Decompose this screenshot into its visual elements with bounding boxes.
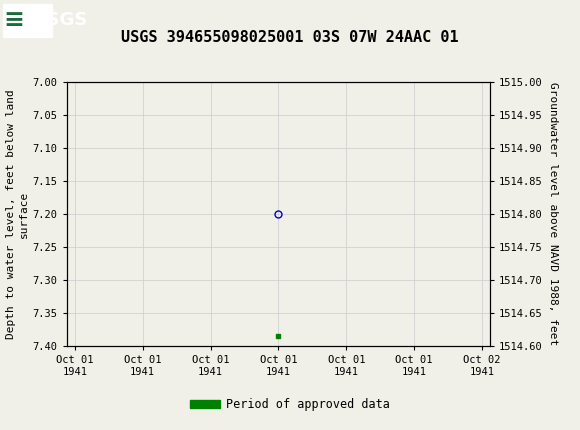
Y-axis label: Groundwater level above NAVD 1988, feet: Groundwater level above NAVD 1988, feet [549, 82, 559, 346]
Y-axis label: Depth to water level, feet below land
surface: Depth to water level, feet below land su… [6, 89, 28, 339]
Legend: Period of approved data: Period of approved data [186, 393, 394, 415]
Text: USGS 394655098025001 03S 07W 24AAC 01: USGS 394655098025001 03S 07W 24AAC 01 [121, 30, 459, 45]
Text: ≡: ≡ [3, 9, 24, 32]
Text: USGS: USGS [32, 12, 87, 29]
FancyBboxPatch shape [3, 4, 52, 37]
